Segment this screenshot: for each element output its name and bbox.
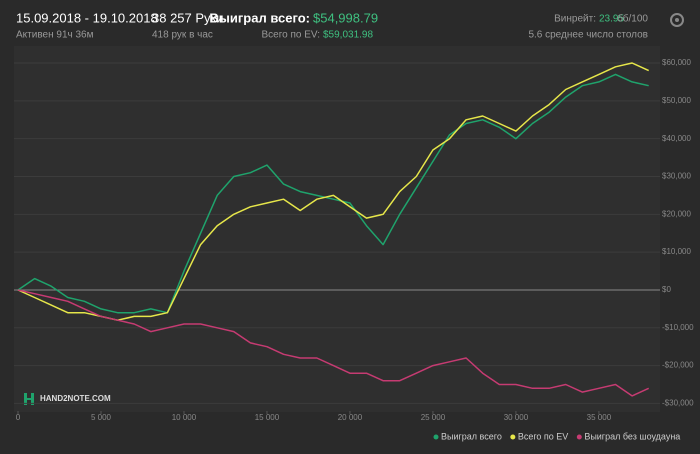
winrate-unit: бб/100 bbox=[617, 13, 648, 25]
x-tick-label: 30 000 bbox=[504, 413, 529, 422]
legend-label: Всего по EV bbox=[518, 431, 568, 441]
y-tick-label: $50,000 bbox=[662, 96, 691, 105]
legend-label: Выиграл всего bbox=[441, 431, 502, 441]
ev-value: $59,031.98 bbox=[323, 30, 373, 41]
y-tick-label: $0 bbox=[662, 285, 671, 294]
gear-center[interactable] bbox=[675, 18, 679, 22]
hands: 38 257 Руки bbox=[152, 10, 224, 25]
hands-per-hour: 418 рук в час bbox=[152, 30, 213, 41]
x-tick-label: 15 000 bbox=[255, 413, 280, 422]
y-tick-label: $10,000 bbox=[662, 247, 691, 256]
ev-label: Всего по EV: bbox=[261, 30, 320, 41]
gear[interactable] bbox=[670, 13, 684, 27]
tables: 5.6 среднее число столов bbox=[528, 30, 648, 41]
won-label: Выиграл всего: bbox=[209, 10, 310, 25]
x-tick-label: 5 000 bbox=[91, 413, 112, 422]
y-tick-label: $40,000 bbox=[662, 134, 691, 143]
x-tick-label: 25 000 bbox=[421, 413, 446, 422]
logo-mark bbox=[24, 398, 34, 400]
plot-area bbox=[14, 46, 660, 412]
active-time: Активен 91ч 36м bbox=[16, 30, 94, 41]
date-range: 15.09.2018 - 19.10.2018 bbox=[16, 10, 158, 25]
legend: Выиграл всего Всего по EV Выиграл без шоуд… bbox=[433, 431, 680, 441]
series-line bbox=[17, 73, 649, 314]
winrate-label: Винрейт: bbox=[554, 14, 596, 25]
logo: HAND2NOTE.COM bbox=[40, 394, 111, 403]
series-line bbox=[17, 62, 650, 321]
y-tick-label: -$20,000 bbox=[662, 361, 694, 370]
legend-label: Выиграл без шоудауна bbox=[584, 431, 680, 441]
y-tick-label: -$30,000 bbox=[662, 399, 694, 408]
settings-icon[interactable] bbox=[670, 13, 684, 27]
legend-marker bbox=[433, 434, 439, 440]
legend-marker bbox=[510, 434, 516, 440]
y-tick-label: $20,000 bbox=[662, 209, 691, 218]
y-tick-label: $60,000 bbox=[662, 58, 691, 67]
winrate-value: 23.95 bbox=[599, 14, 624, 25]
won-value: $54,998.79 bbox=[313, 10, 378, 25]
x-tick-label: 0 bbox=[16, 413, 21, 422]
y-tick-label: -$10,000 bbox=[662, 323, 694, 332]
x-tick-label: 10 000 bbox=[172, 413, 197, 422]
y-tick-label: $30,000 bbox=[662, 172, 691, 181]
legend-marker bbox=[576, 434, 582, 440]
x-tick-label: 35 000 bbox=[587, 413, 612, 422]
x-tick-label: 20 000 bbox=[338, 413, 363, 422]
series-line bbox=[17, 289, 650, 397]
